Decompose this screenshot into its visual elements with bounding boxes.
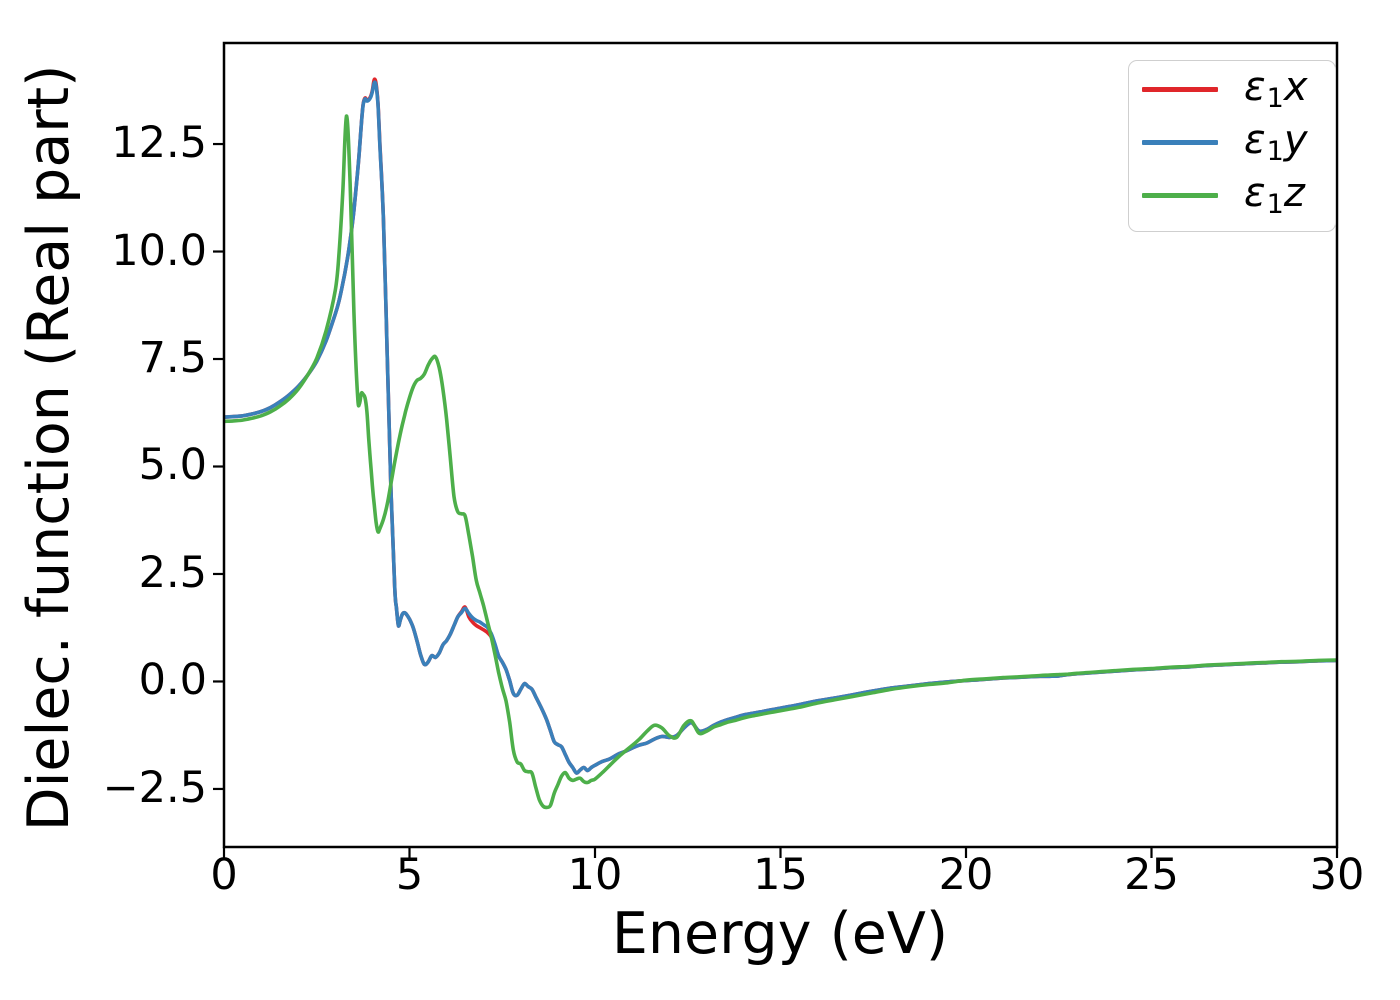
x-tick-label: 15 [753, 850, 808, 900]
y-tick-label: 10.0 [111, 225, 207, 276]
legend: ε1x ε1y ε1z [1128, 60, 1336, 232]
y-tick-label: 0.0 [138, 655, 207, 706]
legend-label-e1z: ε1z [1244, 173, 1305, 218]
y-tick-label: 12.5 [111, 118, 207, 169]
legend-variable: y [1283, 117, 1308, 163]
legend-subscript: 1 [1266, 189, 1284, 220]
legend-symbol: ε [1244, 64, 1266, 110]
y-tick-label: −2.5 [102, 762, 207, 813]
series-line-1z [224, 114, 1337, 810]
legend-subscript: 1 [1266, 136, 1284, 167]
legend-label-e1y: ε1y [1244, 120, 1307, 165]
x-tick-label: 20 [938, 850, 994, 900]
legend-item-e1z: ε1z [1142, 169, 1335, 222]
legend-line-red [1142, 87, 1218, 92]
y-axis-label: Dielec. function (Real part) [16, 64, 82, 832]
axes-frame [222, 41, 1339, 849]
legend-symbol: ε [1244, 170, 1266, 216]
x-tick-label: 30 [1309, 850, 1365, 900]
x-axis-label: Energy (eV) [611, 901, 949, 967]
legend-item-e1x: ε1x [1142, 63, 1335, 116]
x-tick-label: 5 [395, 850, 424, 900]
x-tick-label: 0 [210, 850, 238, 900]
legend-item-e1y: ε1y [1142, 116, 1335, 169]
x-tick-label: 25 [1124, 850, 1179, 900]
y-tick-label: 7.5 [138, 333, 207, 383]
y-tick-label: 5.0 [138, 440, 207, 491]
legend-line-green [1142, 193, 1218, 198]
legend-variable: x [1283, 64, 1308, 110]
legend-label-e1x: ε1x [1244, 67, 1307, 112]
legend-variable: z [1283, 170, 1305, 216]
y-tick-label: 2.5 [138, 547, 207, 598]
legend-subscript: 1 [1266, 83, 1284, 114]
legend-symbol: ε [1244, 117, 1266, 163]
legend-line-blue [1142, 140, 1218, 145]
x-tick-label: 10 [567, 850, 623, 900]
